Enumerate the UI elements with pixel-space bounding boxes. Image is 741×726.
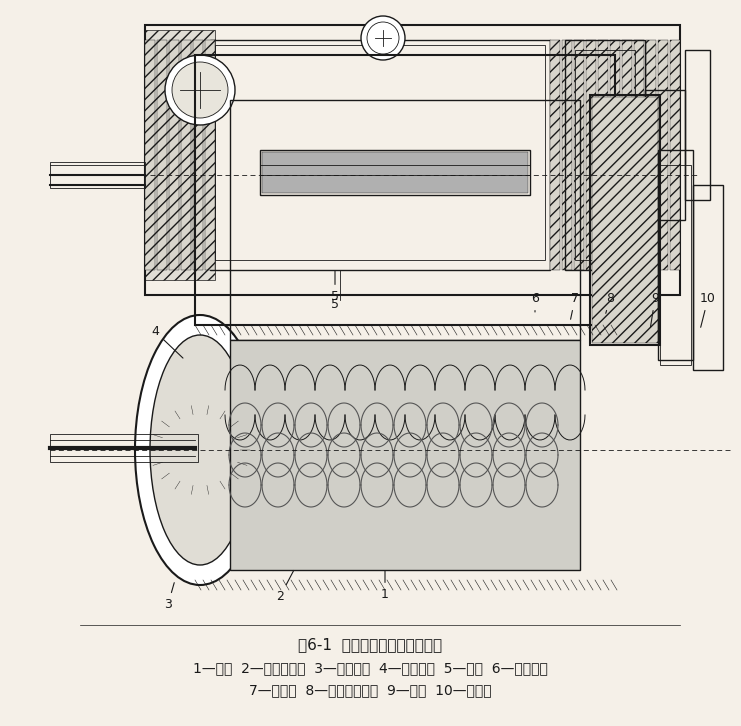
Text: 图6-1  螺杆式制冷压缩机剖面图: 图6-1 螺杆式制冷压缩机剖面图 [298,637,442,653]
Bar [262,152,528,193]
Bar [205,40,215,270]
Ellipse shape [135,315,265,585]
Bar [658,150,693,360]
Bar [145,25,680,295]
Circle shape [172,62,228,118]
Bar [145,40,155,270]
Bar [693,185,723,370]
Text: 8: 8 [605,292,614,314]
Text: 6: 6 [531,292,539,312]
Text: 3: 3 [164,583,174,611]
Bar [50,162,145,188]
Text: 5: 5 [331,271,339,303]
Text: 9: 9 [651,292,659,327]
Circle shape [361,16,405,60]
Text: 7—主轴承  8—径向止推轴承  9—轴封  10—联轴器: 7—主轴承 8—径向止推轴承 9—轴封 10—联轴器 [249,683,491,697]
Bar [562,40,572,270]
Bar [574,40,584,270]
Bar [550,40,560,270]
Bar [622,40,632,270]
Text: 7: 7 [571,292,579,319]
Bar [685,50,710,200]
Bar [169,40,179,270]
Bar [193,40,203,270]
Circle shape [165,55,235,125]
Bar [157,40,167,270]
Bar [575,50,635,260]
Text: 2: 2 [276,571,293,603]
Bar [195,55,615,325]
Bar [230,100,580,340]
Bar [634,40,644,270]
Bar [210,40,550,270]
Text: 10: 10 [700,292,716,327]
Circle shape [367,22,399,54]
Bar [145,30,215,280]
Bar [598,40,608,270]
Bar [670,40,680,270]
Bar [646,40,656,270]
Text: 4: 4 [151,325,183,358]
Bar [260,150,530,195]
Bar [610,40,620,270]
Text: 5: 5 [331,298,339,311]
Bar [181,40,191,270]
Bar [215,45,545,260]
Bar [590,95,660,345]
Bar [565,40,645,270]
Bar [50,434,198,462]
Polygon shape [230,340,580,570]
Bar [592,97,658,343]
Bar [658,40,668,270]
Bar [586,40,596,270]
Bar [660,165,691,365]
Bar [645,90,685,220]
Text: 1: 1 [381,571,389,601]
Ellipse shape [150,335,250,565]
Text: 1—机体  2—阴、阳转子  3—吸气端座  4—平衡活塞  5—滑阀  6—排气端座: 1—机体 2—阴、阳转子 3—吸气端座 4—平衡活塞 5—滑阀 6—排气端座 [193,661,548,675]
